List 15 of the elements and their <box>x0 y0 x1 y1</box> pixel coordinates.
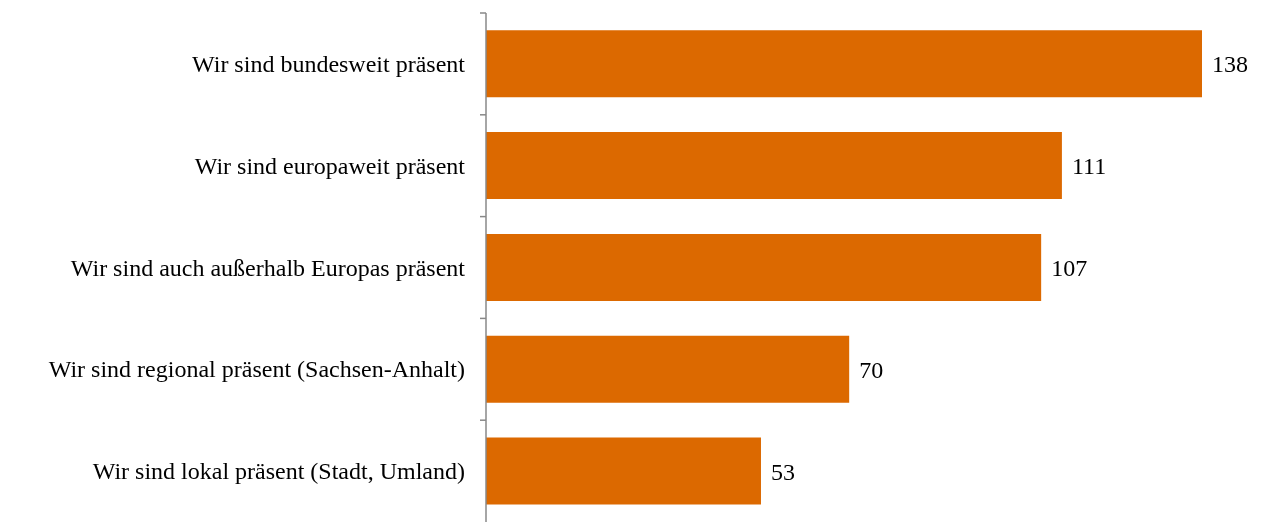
data-label: 138 <box>1212 51 1248 78</box>
bar <box>486 335 850 403</box>
bar <box>486 233 1042 301</box>
bar <box>486 30 1202 98</box>
data-label: 111 <box>1071 153 1107 180</box>
y-tick-label: Wir sind regional präsent (Sachsen-Anhalt) <box>48 356 465 383</box>
bar <box>486 437 761 505</box>
bar <box>486 132 1062 200</box>
y-tick-label: Wir sind bundesweit präsent <box>192 50 466 77</box>
y-tick-label: Wir sind lokal präsent (Stadt, Umland) <box>92 458 465 485</box>
data-label: 107 <box>1051 254 1088 281</box>
y-tick-label: Wir sind europaweit präsent <box>194 152 466 179</box>
data-label: 53 <box>770 458 795 485</box>
y-tick-label: Wir sind auch außerhalb Europas präsent <box>70 254 466 281</box>
data-label: 70 <box>859 356 884 383</box>
